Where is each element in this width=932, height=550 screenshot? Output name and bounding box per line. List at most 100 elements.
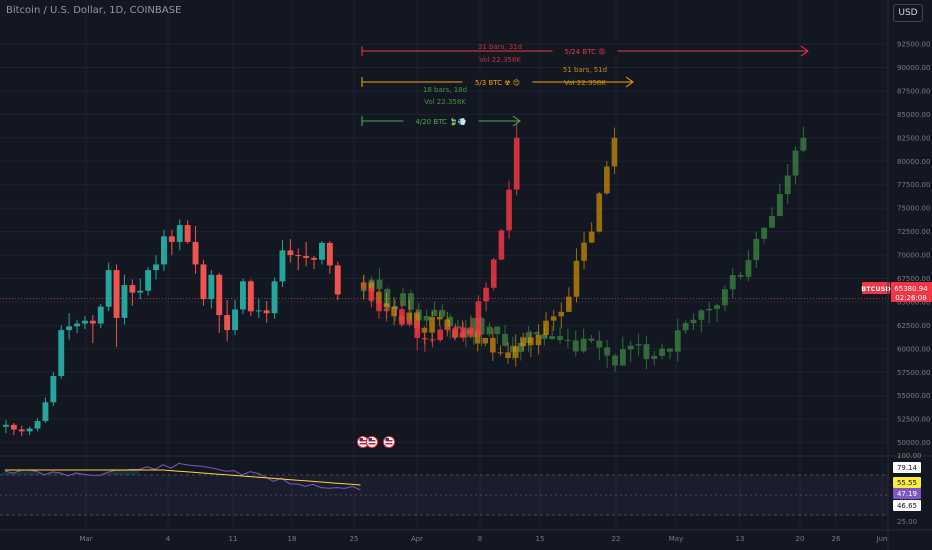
- projection-candle: [399, 300, 405, 327]
- projection-candle: [800, 126, 807, 153]
- projection-candles: [360, 122, 807, 372]
- candle: [89, 315, 96, 344]
- projection-candle: [470, 317, 477, 345]
- projection-candle: [452, 323, 459, 340]
- price-axis-label: 80000.00: [897, 158, 930, 166]
- rsi-value-tag-bg: [893, 462, 921, 473]
- candle: [184, 220, 191, 244]
- event-flags[interactable]: [357, 436, 395, 448]
- arrow-stats: 51 bars, 51d: [563, 66, 607, 74]
- projection-candle: [566, 287, 572, 312]
- candle: [10, 422, 17, 436]
- candle: [279, 240, 286, 287]
- candle: [224, 300, 231, 342]
- projection-candle: [431, 301, 438, 317]
- candle-body: [247, 281, 254, 312]
- projection-candle: [436, 311, 443, 327]
- price-axis-label: 77500.00: [897, 181, 930, 189]
- candle-body: [580, 338, 587, 352]
- projection-candle: [483, 282, 489, 312]
- candle-body: [82, 320, 88, 324]
- candle-body: [168, 236, 175, 242]
- projection-arrow[interactable]: 5/3 BTC ☢ 😊 51 bars, 51d Vol 22.358K: [361, 66, 634, 88]
- rsi-value-tag: 79.14: [897, 464, 918, 472]
- projection-candle: [360, 280, 367, 290]
- time-axis-label: 18: [288, 535, 297, 543]
- candle-body: [517, 342, 524, 353]
- arrow-label-bg: [552, 45, 618, 57]
- candle-body: [429, 316, 435, 333]
- price-axis-label: 62500.00: [897, 322, 930, 330]
- candle: [295, 248, 302, 271]
- projection-arrow[interactable]: 5/24 BTC 😡 31 bars, 31d Vol 22.358K: [361, 43, 809, 64]
- arrow-stats: 18 bars, 18d: [423, 86, 467, 94]
- time-axis-label: 22: [612, 535, 621, 543]
- candle-body: [643, 344, 650, 360]
- candle: [240, 278, 246, 315]
- candle-body: [505, 352, 511, 358]
- last-price-value: 65380.94: [894, 285, 928, 293]
- candle-body: [295, 255, 302, 257]
- candle: [121, 274, 128, 325]
- candle-body: [66, 326, 73, 331]
- candle-body: [421, 327, 428, 333]
- candle: [311, 256, 317, 270]
- projection-candle: [651, 350, 658, 366]
- candle-body: [422, 337, 428, 340]
- arrow-volume: Vol 22.358K: [564, 79, 606, 87]
- candle-body: [483, 287, 489, 302]
- time-axis-label: 25: [350, 535, 359, 543]
- candle-body: [113, 270, 120, 318]
- projection-candle: [400, 287, 406, 307]
- price-axis-label: 70000.00: [897, 252, 930, 260]
- candle-body: [3, 424, 9, 427]
- projection-candle: [792, 146, 799, 185]
- candle-body: [391, 309, 398, 311]
- projection-candle: [729, 267, 736, 299]
- rsi-axis-label: 25.00: [897, 518, 917, 526]
- arrow-volume: Vol 22.358K: [424, 98, 466, 106]
- candle-body: [494, 326, 501, 334]
- projection-candle: [506, 180, 512, 239]
- candle-body: [467, 327, 474, 336]
- candle: [34, 418, 41, 432]
- projection-candle: [706, 302, 713, 324]
- price-tag-bg: [891, 282, 932, 302]
- projection-candle: [761, 226, 768, 244]
- projection-candle: [721, 285, 728, 311]
- arrow-label-bg: [462, 76, 533, 88]
- projection-candle: [745, 250, 752, 282]
- candle-body: [604, 347, 611, 356]
- price-axis-label: 60000.00: [897, 345, 930, 353]
- candle-body: [97, 306, 104, 324]
- candle-body: [444, 319, 451, 330]
- candle: [176, 219, 183, 251]
- candle-body: [533, 332, 540, 335]
- projection-candle: [384, 287, 391, 311]
- candle-body: [550, 316, 557, 321]
- rsi-line: [4, 462, 361, 491]
- candle-body: [137, 290, 144, 293]
- us-flag-icon[interactable]: [357, 436, 369, 448]
- projection-candle: [482, 337, 489, 347]
- candle-body: [512, 346, 519, 358]
- currency-button[interactable]: USD: [893, 4, 923, 22]
- projection-candle: [573, 248, 580, 303]
- projection-candle: [447, 313, 454, 339]
- projection-arrow[interactable]: 4/20 BTC 🍃💨 18 bars, 18d Vol 22.358K: [361, 86, 521, 127]
- candle-body: [216, 274, 223, 316]
- arrow-volume: Vol 22.358K: [479, 56, 521, 64]
- us-flag-icon[interactable]: [383, 436, 395, 448]
- price-axis-label: 65000.00: [897, 298, 930, 306]
- candle-body: [674, 330, 681, 352]
- projection-candle: [498, 229, 505, 261]
- candle-body: [706, 308, 713, 311]
- us-flag-icon[interactable]: [366, 436, 378, 448]
- rsi-axis-label: 100.00: [897, 452, 922, 460]
- projection-candle: [543, 311, 549, 338]
- candle: [97, 303, 104, 329]
- projection-candle: [611, 127, 618, 175]
- price-axis-label: 75000.00: [897, 205, 930, 213]
